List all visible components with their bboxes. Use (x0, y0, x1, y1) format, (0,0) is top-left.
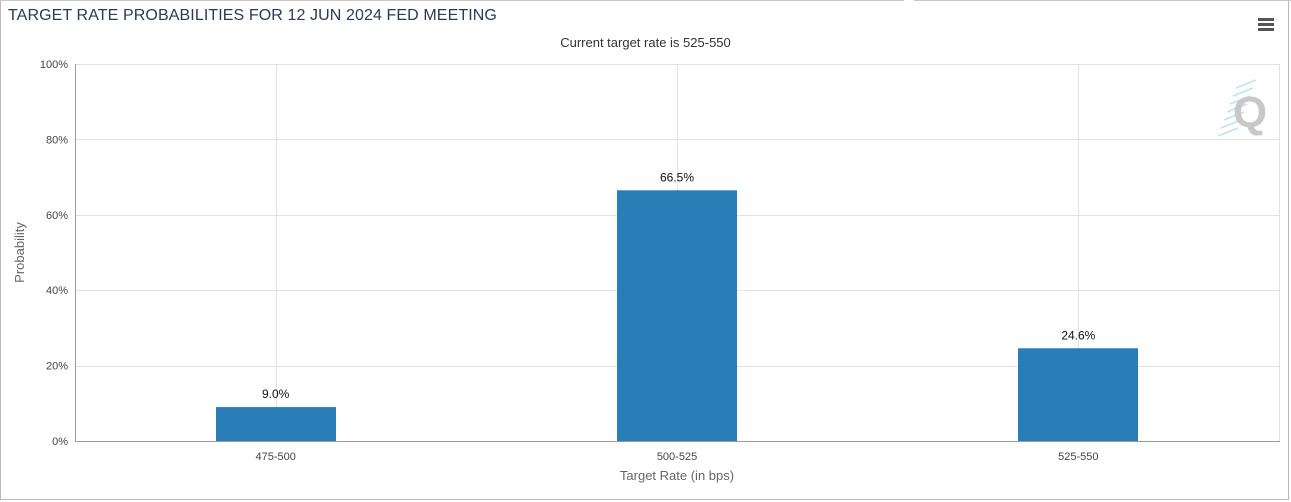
y-axis-title: Probability (12, 222, 27, 283)
bar-475-500[interactable] (216, 407, 336, 441)
bar-525-550[interactable] (1018, 348, 1138, 441)
watermark-stripe (1220, 119, 1242, 129)
data-label: 24.6% (1061, 328, 1095, 342)
x-tick-label: 500-525 (657, 451, 697, 463)
data-label: 66.5% (660, 170, 694, 184)
y-tick-label: 0% (52, 436, 68, 448)
y-tick-label: 100% (40, 59, 68, 71)
watermark-stripe (1235, 79, 1257, 89)
y-tick-label: 20% (46, 361, 68, 373)
y-tick-label: 40% (46, 285, 68, 297)
q-logo-watermark: Q (1233, 88, 1267, 137)
chart-subtitle: Current target rate is 525-550 (560, 35, 731, 50)
top-border-left (0, 0, 904, 1)
watermark-stripe (1217, 127, 1239, 137)
y-tick-label: 80% (46, 134, 68, 146)
hamburger-menu-icon[interactable] (1256, 18, 1276, 38)
watermark-stripe (1232, 87, 1254, 97)
x-tick-label: 525-550 (1058, 451, 1098, 463)
data-label: 9.0% (262, 387, 290, 401)
watermark-stripe (1229, 95, 1251, 105)
x-axis-title: Target Rate (in bps) (620, 468, 734, 483)
x-tick-label: 475-500 (255, 451, 295, 463)
watermark-stripe (1223, 111, 1245, 121)
chart-title: TARGET RATE PROBABILITIES FOR 12 JUN 202… (8, 7, 497, 24)
watermark-stripe (1226, 103, 1248, 113)
y-tick-label: 60% (46, 210, 68, 222)
bar-500-525[interactable] (617, 190, 737, 441)
top-border-right (914, 0, 1291, 1)
